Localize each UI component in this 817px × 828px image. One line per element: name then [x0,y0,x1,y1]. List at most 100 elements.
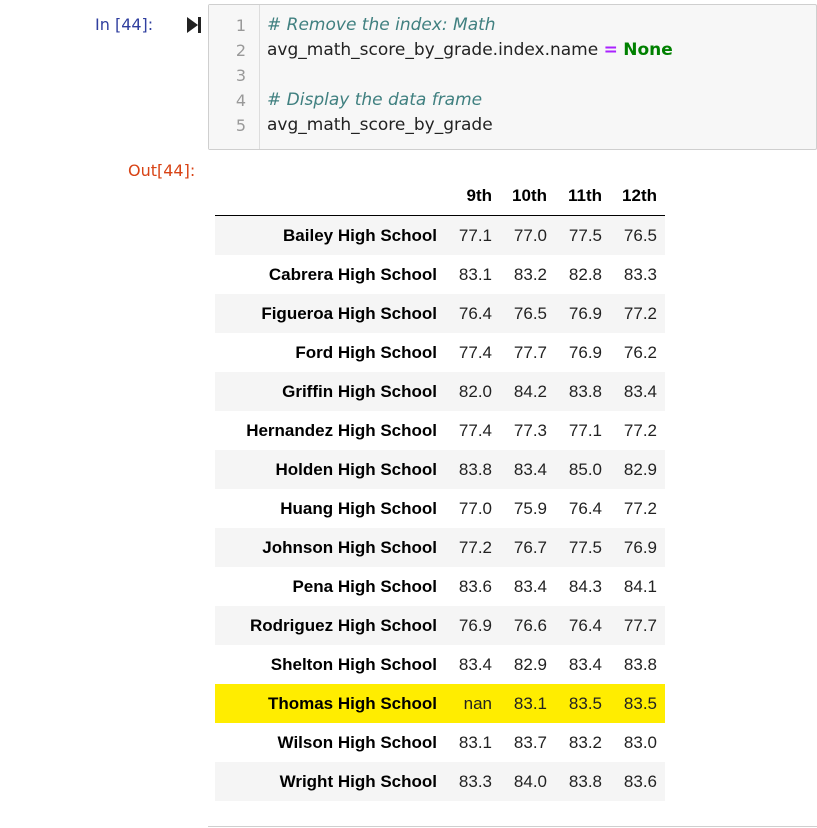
table-row: Ford High School 77.4 77.7 76.9 76.2 [215,333,665,372]
row-index-label: Wright High School [215,762,445,801]
table-row: Holden High School 83.8 83.4 85.0 82.9 [215,450,665,489]
table-cell: 83.0 [623,732,657,752]
table-cell: 83.8 [555,762,610,801]
row-index-label: Shelton High School [270,654,437,674]
table-cell: 83.8 [555,372,610,411]
table-cell: 77.2 [623,420,657,440]
table-cell: 77.0 [500,215,555,255]
table-cell: 83.3 [623,264,657,284]
table-row: Thomas High School nan 83.1 83.5 83.5 [215,684,665,723]
row-index-label: Wilson High School [277,732,437,752]
table-cell: 77.1 [445,215,500,255]
table-cell: 83.4 [610,372,665,411]
row-index-label: Holden High School [215,450,445,489]
table-cell: 83.6 [458,576,492,596]
table-cell: 76.5 [500,294,555,333]
line-number: 2 [235,41,246,60]
code-text: avg_math_score_by_grade.index.name [267,40,604,60]
table-cell: 83.6 [610,762,665,801]
table-cell: 82.9 [610,450,665,489]
table-cell: 83.5 [610,684,665,723]
table-cell: 77.4 [458,420,492,440]
output-prompt: Out[44]: [128,161,196,180]
code-text: avg_math_score_by_grade [267,115,493,135]
table-cell: 77.2 [445,528,500,567]
table-cell: 76.9 [610,528,665,567]
table-cell: 84.2 [500,372,555,411]
row-index-label: Thomas High School [215,684,445,723]
row-index-label: Pena High School [292,576,437,596]
table-cell: 77.5 [555,215,610,255]
table-cell: 77.2 [623,498,657,518]
table-cell: 77.7 [610,606,665,645]
table-row: Huang High School 77.0 75.9 76.4 77.2 [215,489,665,528]
table-cell: 77.4 [458,342,492,362]
run-cell-icon[interactable] [186,16,202,34]
table-row: Cabrera High School 83.1 83.2 82.8 83.3 [215,255,665,294]
table-cell: 83.3 [445,762,500,801]
table-cell: 77.5 [555,528,610,567]
table-cell: 83.4 [568,654,602,674]
line-number: 5 [235,116,246,135]
dataframe-table: 9th 10th 11th 12th Bailey High School 77.… [215,176,665,801]
header-row: 9th 10th 11th 12th [215,176,665,216]
row-index-label: Griffin High School [215,372,445,411]
line-number: 3 [235,66,246,85]
table-cell: 76.7 [500,528,555,567]
table-row: Shelton High School 83.4 82.9 83.4 83.8 [215,645,665,684]
line-number: 4 [235,91,246,110]
table-cell: 76.9 [568,342,602,362]
table-row: Bailey High School 77.1 77.0 77.5 76.5 [215,215,665,255]
code-operator: = [603,40,618,60]
row-index-label: Rodriguez High School [215,606,445,645]
column-header: 9th [445,176,500,216]
table-row: Johnson High School 77.2 76.7 77.5 76.9 [215,528,665,567]
table-cell: 83.7 [513,732,547,752]
table-cell: 76.4 [568,498,602,518]
table-row: Wilson High School 83.1 83.7 83.2 83.0 [215,723,665,762]
table-cell: 82.0 [445,372,500,411]
table-cell: 83.8 [623,654,657,674]
table-cell: 76.4 [445,294,500,333]
table-row: Figueroa High School 76.4 76.5 76.9 77.2 [215,294,665,333]
row-index-label: Cabrera High School [268,264,437,284]
table-cell: 84.3 [568,576,602,596]
table-cell: 84.1 [623,576,657,596]
code-editor[interactable]: 1 # Remove the index: Math 2 avg_math_sc… [208,4,817,150]
table-cell: 83.1 [458,264,492,284]
code-statement: avg_math_score_by_grade.index.name = Non… [267,38,673,63]
row-index-label: Bailey High School [215,215,445,255]
table-cell: 83.1 [500,684,555,723]
table-cell: 77.3 [513,420,547,440]
table-cell: 77.2 [610,294,665,333]
table-cell: 83.4 [458,654,492,674]
column-header: 12th [610,176,665,216]
row-index-label: Ford High School [295,342,437,362]
table-cell: 82.9 [513,654,547,674]
column-header: 10th [500,176,555,216]
table-row: Rodriguez High School 76.9 76.6 76.4 77.7 [215,606,665,645]
table-row: Hernandez High School 77.4 77.3 77.1 77.2 [215,411,665,450]
code-comment: # Display the data frame [267,90,483,110]
table-body: Bailey High School 77.1 77.0 77.5 76.5 Cabrer… [215,215,665,801]
table-cell: 76.2 [623,342,657,362]
table-cell: 76.5 [610,215,665,255]
column-header: 11th [555,176,610,216]
code-comment: # Remove the index: Math [267,15,496,35]
row-index-label: Huang High School [280,498,437,518]
table-cell: 76.9 [445,606,500,645]
table-row: Pena High School 83.6 83.4 84.3 84.1 [215,567,665,606]
table-cell: 83.8 [445,450,500,489]
table-cell: 84.0 [500,762,555,801]
table-cell: 82.8 [568,264,602,284]
table-row: Griffin High School 82.0 84.2 83.8 83.4 [215,372,665,411]
table-cell: 83.4 [500,450,555,489]
table-cell: 85.0 [555,450,610,489]
row-index-label: Hernandez High School [246,420,437,440]
table-cell: 77.1 [568,420,602,440]
table-cell: 83.2 [568,732,602,752]
table-cell: 76.6 [500,606,555,645]
table-cell: 76.9 [555,294,610,333]
table-cell: 77.7 [513,342,547,362]
